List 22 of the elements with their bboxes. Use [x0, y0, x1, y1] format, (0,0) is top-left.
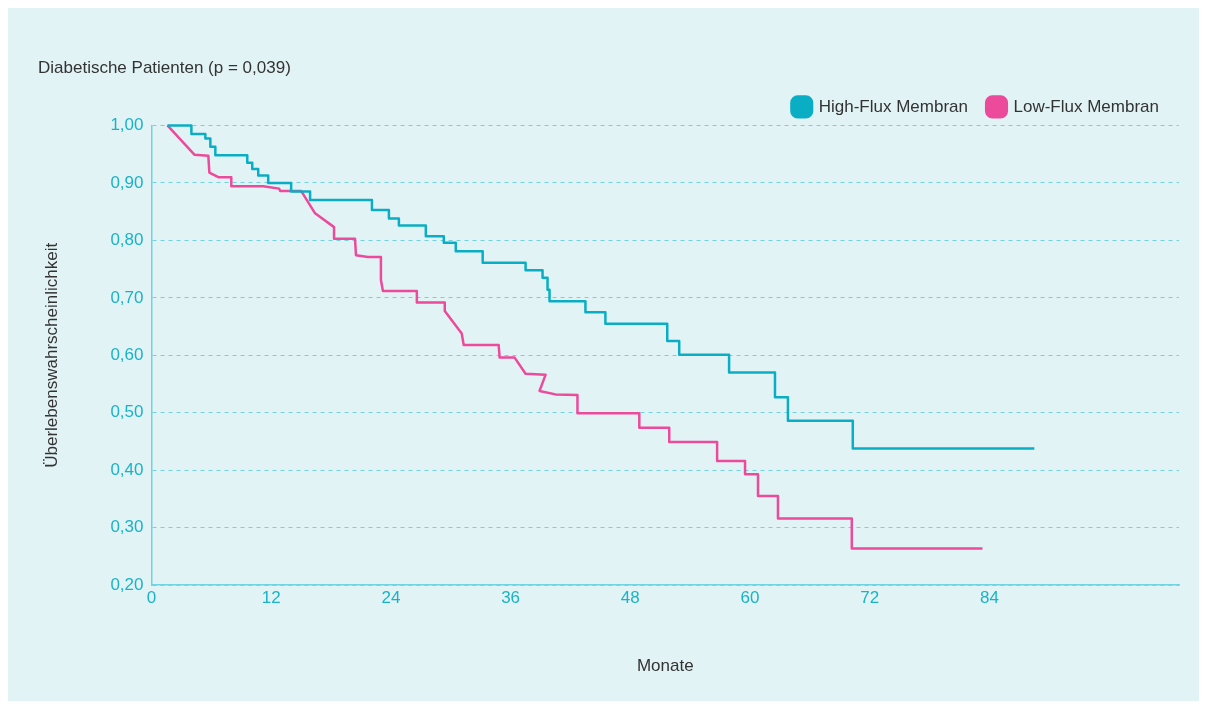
- x-tick-label: 60: [740, 588, 760, 608]
- y-tick-label: 0,70: [110, 287, 144, 307]
- y-tick-label: 0,50: [110, 402, 144, 422]
- legend-label: High-Flux Membran: [818, 96, 969, 116]
- x-axis-title: Monate: [636, 656, 694, 676]
- y-tick-label: 0,20: [110, 574, 144, 594]
- legend-label: Low-Flux Membran: [1013, 96, 1160, 116]
- x-tick-label: 12: [261, 588, 281, 608]
- x-tick-label: 36: [501, 588, 521, 608]
- x-tick-label: 48: [620, 588, 640, 608]
- y-tick-label: 0,90: [110, 172, 144, 192]
- x-tick-label: 84: [980, 588, 999, 608]
- x-tick-label: 72: [860, 588, 880, 608]
- y-tick-label: 0,30: [110, 517, 144, 537]
- y-tick-label: 1,00: [110, 115, 144, 135]
- x-tick-label: 0: [146, 588, 157, 608]
- y-tick-label: 0,40: [110, 459, 144, 479]
- y-axis-title: Überlebenswahrscheinlichkeit: [41, 242, 61, 468]
- chart-title: Diabetische Patienten (p = 0,039): [38, 57, 291, 77]
- x-tick-label: 24: [381, 588, 401, 608]
- y-tick-label: 0,80: [110, 230, 144, 250]
- y-tick-label: 0,60: [110, 344, 144, 364]
